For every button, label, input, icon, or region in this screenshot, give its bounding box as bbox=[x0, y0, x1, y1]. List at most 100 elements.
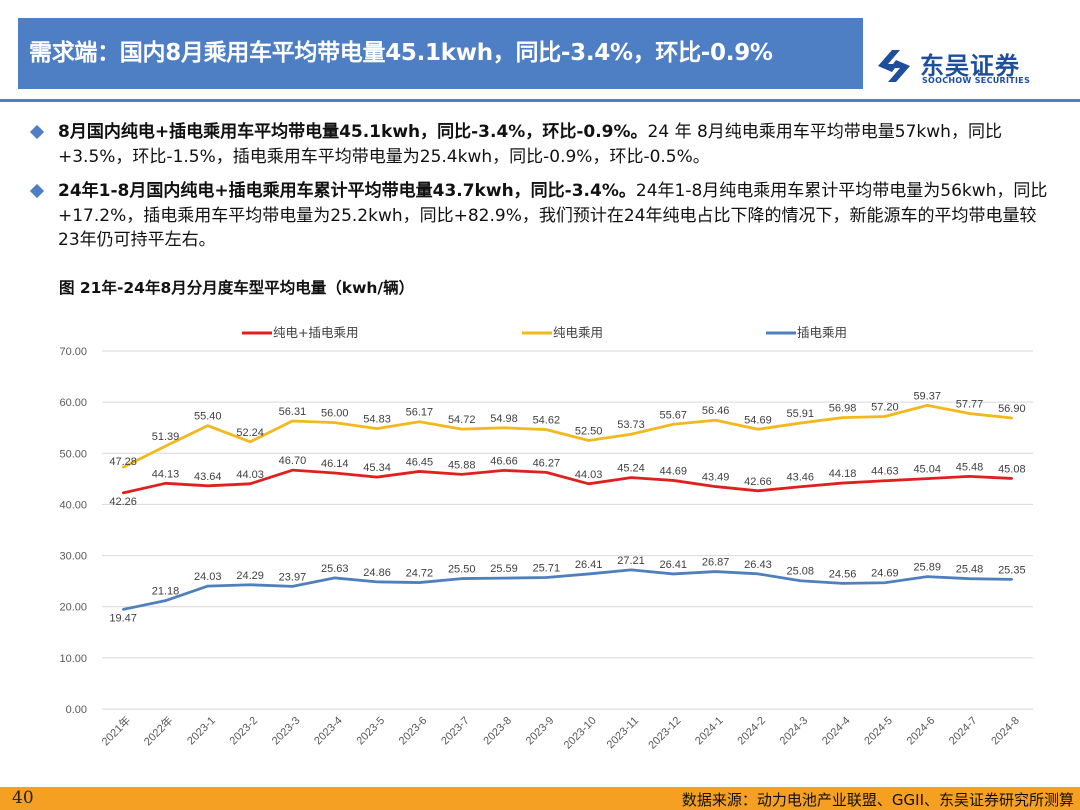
data-label: 46.14 bbox=[321, 458, 349, 470]
data-point bbox=[883, 415, 887, 418]
data-point bbox=[164, 599, 167, 602]
data-point bbox=[333, 576, 336, 580]
bullet-item: 8月国内纯电+插电乘用车平均带电量45.1kwh，同比-3.4%，环比-0.9%… bbox=[28, 120, 1058, 169]
x-tick-label: 2023-12 bbox=[646, 715, 683, 752]
data-point bbox=[629, 568, 633, 572]
data-label: 47.28 bbox=[109, 456, 137, 468]
soochow-logo-icon bbox=[878, 50, 910, 82]
x-tick-label: 2024-2 bbox=[735, 715, 768, 748]
figure-title: 图 21年-24年8月分月度车型平均电量（kwh/辆） bbox=[59, 279, 415, 297]
data-label: 44.03 bbox=[575, 469, 603, 481]
data-point bbox=[968, 475, 971, 478]
data-point bbox=[629, 476, 633, 479]
data-label: 26.87 bbox=[702, 557, 730, 569]
legend-label: 纯电乘用 bbox=[553, 325, 603, 340]
data-point bbox=[460, 427, 463, 431]
data-point bbox=[248, 583, 252, 586]
data-point bbox=[714, 570, 717, 573]
line-chart: 0.00 10.00 20.00 30.00 40.00 50.00 60.00 70.00 2… bbox=[59, 325, 1033, 752]
data-label: 21.18 bbox=[152, 586, 180, 598]
header-divider bbox=[0, 99, 1080, 102]
data-point bbox=[968, 412, 971, 415]
data-point bbox=[121, 608, 125, 611]
data-point bbox=[714, 419, 717, 422]
company-logo: 东吴证券 SOOCHOW SECURITIES bbox=[872, 46, 1062, 90]
bullet-text: 24年1-8月纯电乘用车累计平均带电量为56kwh，同比+17.2%，插电乘用车… bbox=[58, 181, 1048, 250]
logo-text-en: SOOCHOW SECURITIES bbox=[922, 76, 1031, 85]
data-point bbox=[545, 471, 548, 474]
bullet-list: 8月国内纯电+插电乘用车平均带电量45.1kwh，同比-3.4%，环比-0.9%… bbox=[28, 120, 1058, 263]
data-point bbox=[799, 579, 802, 582]
data-label: 45.34 bbox=[363, 462, 391, 474]
data-point bbox=[883, 479, 887, 482]
x-tick-label: 2023-8 bbox=[481, 715, 514, 748]
data-label: 25.59 bbox=[490, 563, 518, 575]
footer-bar: 40 数据来源：动力电池产业联盟、GGII、东吴证券研究所测算 bbox=[0, 787, 1080, 810]
data-label: 56.98 bbox=[829, 403, 857, 415]
data-point bbox=[375, 427, 379, 430]
data-source: 数据来源：动力电池产业联盟、GGII、东吴证券研究所测算 bbox=[681, 791, 1074, 809]
data-point bbox=[841, 481, 844, 485]
data-point bbox=[841, 582, 844, 585]
x-tick-label: 2023-1 bbox=[185, 715, 218, 748]
data-point bbox=[587, 482, 590, 486]
x-tick-label: 2024-1 bbox=[693, 715, 726, 748]
x-tick-label: 2023-2 bbox=[228, 715, 261, 748]
x-tick-label: 2023-7 bbox=[439, 715, 472, 748]
data-label: 44.03 bbox=[236, 469, 264, 481]
bullet-item: 24年1-8月国内纯电+插电乘用车累计平均带电量43.7kwh，同比-3.4%。… bbox=[28, 179, 1058, 253]
x-tick-label: 2023-5 bbox=[354, 715, 387, 748]
data-label: 26.43 bbox=[744, 559, 772, 571]
y-tick-label: 60.00 bbox=[59, 397, 87, 409]
data-label: 55.40 bbox=[194, 411, 222, 423]
y-tick-label: 70.00 bbox=[59, 346, 87, 358]
data-label: 24.72 bbox=[406, 568, 434, 580]
x-tick-label: 2023-11 bbox=[605, 715, 641, 751]
data-label: 45.04 bbox=[913, 464, 941, 476]
data-label: 25.50 bbox=[448, 564, 476, 576]
bullet-bold-text: 24年1-8月国内纯电+插电乘用车累计平均带电量43.7kwh，同比-3.4%。 bbox=[58, 181, 636, 201]
data-label: 25.35 bbox=[998, 564, 1026, 576]
data-label: 46.45 bbox=[406, 456, 434, 468]
data-label: 43.64 bbox=[194, 471, 222, 483]
data-label: 45.08 bbox=[998, 463, 1026, 475]
data-point bbox=[333, 421, 336, 424]
data-point bbox=[1010, 578, 1014, 581]
page-title: 需求端：国内8月乘用车平均带电量45.1kwh，同比-3.4%，环比-0.9% bbox=[18, 18, 863, 89]
data-label: 44.63 bbox=[871, 466, 899, 478]
x-tick-label: 2023-6 bbox=[397, 715, 430, 748]
data-label: 24.69 bbox=[871, 568, 899, 580]
data-point bbox=[291, 419, 294, 423]
legend-label: 纯电+插电乘用 bbox=[273, 325, 358, 340]
data-label: 59.37 bbox=[913, 390, 941, 402]
data-label: 45.48 bbox=[956, 461, 984, 473]
data-point bbox=[841, 416, 844, 419]
data-label: 42.26 bbox=[109, 496, 137, 508]
data-point bbox=[460, 577, 463, 580]
data-label: 54.83 bbox=[363, 414, 391, 426]
data-point bbox=[418, 581, 421, 584]
data-point bbox=[926, 404, 929, 407]
data-point bbox=[206, 424, 209, 427]
data-label: 56.31 bbox=[279, 406, 307, 418]
data-label: 56.17 bbox=[406, 407, 434, 419]
x-tick-label: 2024-3 bbox=[778, 715, 811, 748]
data-label: 56.90 bbox=[998, 403, 1026, 415]
y-tick-label: 30.00 bbox=[59, 551, 87, 563]
data-label: 54.98 bbox=[490, 413, 518, 425]
data-point bbox=[248, 440, 252, 444]
data-point bbox=[672, 423, 675, 426]
data-point bbox=[291, 585, 294, 588]
data-label: 44.69 bbox=[660, 465, 688, 477]
data-label: 45.24 bbox=[617, 463, 645, 475]
y-tick-label: 0.00 bbox=[66, 704, 87, 716]
data-point bbox=[672, 479, 675, 482]
data-point bbox=[121, 491, 125, 495]
data-label: 24.03 bbox=[194, 571, 222, 583]
data-point bbox=[714, 485, 717, 488]
data-point bbox=[1010, 416, 1014, 420]
legend-label: 插电乘用 bbox=[797, 325, 847, 340]
data-label: 23.97 bbox=[279, 571, 307, 583]
data-label: 44.13 bbox=[152, 468, 180, 480]
data-label: 25.71 bbox=[533, 563, 561, 575]
